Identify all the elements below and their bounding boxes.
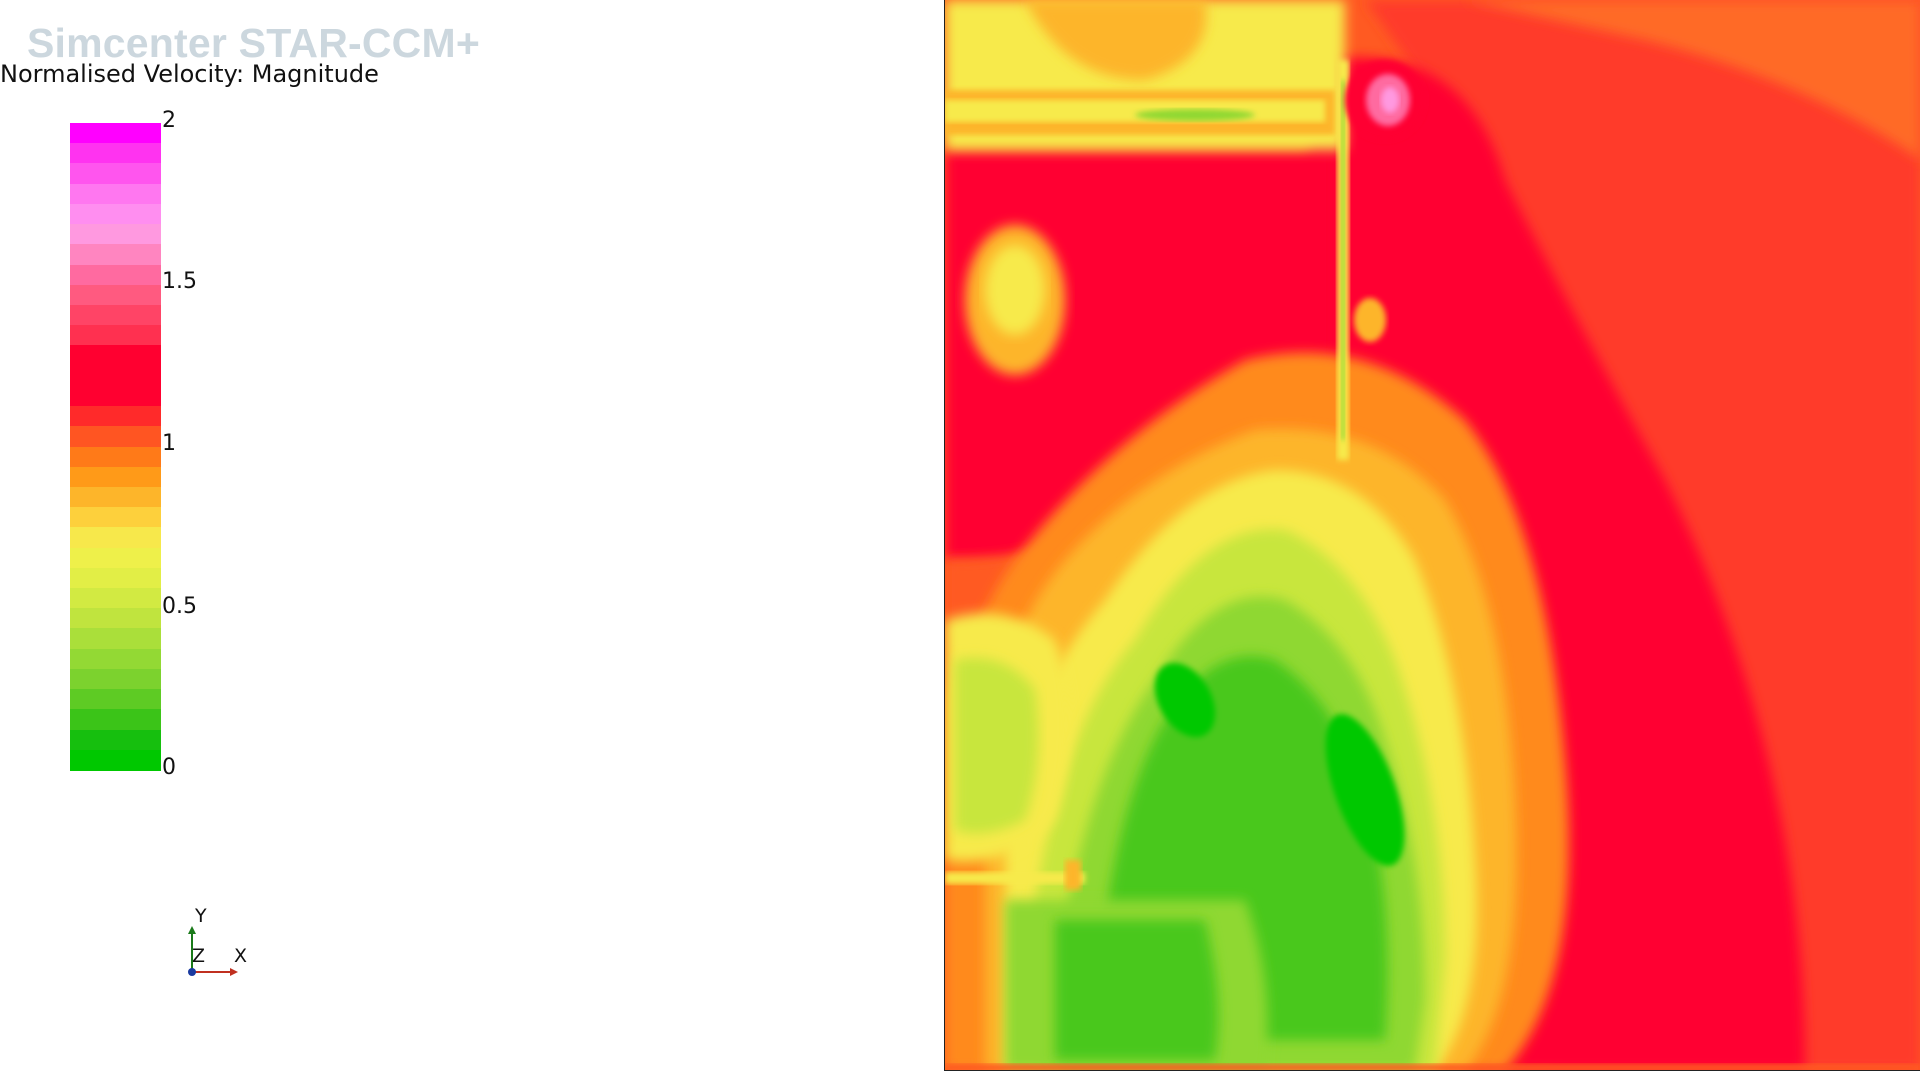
legend-band	[70, 567, 161, 589]
legend-band	[70, 304, 161, 326]
legend-band	[70, 345, 161, 367]
legend-band	[70, 588, 161, 609]
legend-band	[70, 689, 161, 710]
legend-band	[70, 709, 161, 731]
legend-tick-0-5: 0.5	[162, 594, 197, 619]
legend-band	[70, 486, 161, 508]
legend-tick-0: 0	[162, 755, 176, 780]
legend-band	[70, 446, 161, 468]
legend-band	[70, 365, 161, 387]
contour-viewport[interactable]	[944, 0, 1920, 1071]
legend-tick-2: 2	[162, 108, 176, 133]
legend-band	[70, 203, 161, 225]
z-axis-label: Z	[192, 945, 205, 967]
legend-band	[70, 466, 161, 488]
legend-band	[70, 608, 161, 630]
velocity-contour-plot	[945, 0, 1920, 1070]
legend-band	[70, 547, 161, 569]
legend-band	[70, 628, 161, 650]
legend-band	[70, 224, 161, 245]
legend-band	[70, 648, 161, 670]
legend-band	[70, 749, 161, 771]
legend-band	[70, 527, 161, 549]
x-axis-label: X	[234, 945, 247, 967]
color-legend-bar	[70, 123, 161, 771]
legend-band	[70, 183, 161, 205]
z-axis-dot	[188, 968, 196, 976]
legend-band	[70, 264, 161, 286]
scalar-title: Normalised Velocity: Magnitude	[0, 60, 379, 88]
legend-tick-1: 1	[162, 431, 176, 456]
y-axis-label: Y	[194, 905, 207, 927]
legend-band	[70, 325, 161, 346]
axis-triad: Y Z X	[170, 900, 260, 990]
legend-band	[70, 668, 161, 690]
legend-tick-1-5: 1.5	[162, 269, 197, 294]
legend-band	[70, 729, 161, 751]
legend-band	[70, 284, 161, 306]
legend-band	[70, 244, 161, 266]
legend-band	[70, 507, 161, 528]
legend-band	[70, 385, 161, 407]
legend-band	[70, 123, 161, 144]
legend-band	[70, 406, 161, 427]
watermark-logo: Simcenter STAR-CCM+	[27, 20, 480, 66]
legend-band	[70, 143, 161, 165]
legend-band	[70, 426, 161, 448]
legend-band	[70, 163, 161, 185]
